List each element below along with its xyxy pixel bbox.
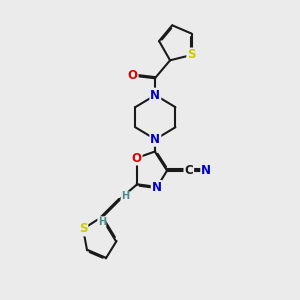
Text: C: C: [184, 164, 193, 177]
Text: H: H: [98, 217, 106, 227]
Text: O: O: [128, 69, 138, 82]
Text: N: N: [152, 181, 162, 194]
Text: S: S: [79, 223, 87, 236]
Text: O: O: [132, 152, 142, 164]
Text: N: N: [150, 88, 161, 102]
Text: H: H: [121, 191, 129, 201]
Text: N: N: [150, 133, 161, 146]
Text: N: N: [201, 164, 211, 177]
Text: S: S: [187, 49, 196, 62]
